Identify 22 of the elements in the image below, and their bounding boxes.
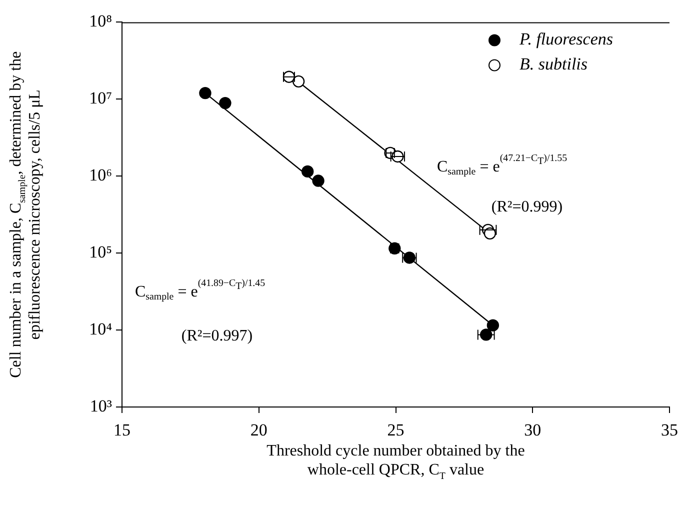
y-tick-label: 10⁶ bbox=[89, 166, 112, 185]
y-tick-label: 10⁷ bbox=[89, 88, 112, 108]
point bbox=[484, 227, 496, 240]
x-tick-label: 30 bbox=[524, 420, 542, 440]
x-tick-label: 15 bbox=[114, 420, 130, 440]
legend-label: B. subtilis bbox=[520, 54, 588, 74]
y-tick-label: 10⁴ bbox=[89, 320, 112, 339]
point bbox=[292, 75, 305, 88]
y-tick-label: 10³ bbox=[90, 396, 112, 416]
point bbox=[302, 165, 314, 178]
x-tick-label: 25 bbox=[387, 420, 404, 440]
x-tick-label: 35 bbox=[661, 420, 678, 440]
x-tick-label: 20 bbox=[250, 420, 268, 440]
point bbox=[199, 86, 212, 100]
y-tick-label: 10⁸ bbox=[89, 12, 112, 31]
annotation: (R²=0.999) bbox=[491, 198, 563, 216]
point bbox=[219, 96, 232, 110]
annotation: (R²=0.997) bbox=[181, 327, 253, 344]
point bbox=[486, 319, 500, 332]
legend-label: P. fluorescens bbox=[518, 30, 614, 49]
point bbox=[312, 174, 324, 187]
y-tick-label: 10⁵ bbox=[89, 242, 112, 262]
